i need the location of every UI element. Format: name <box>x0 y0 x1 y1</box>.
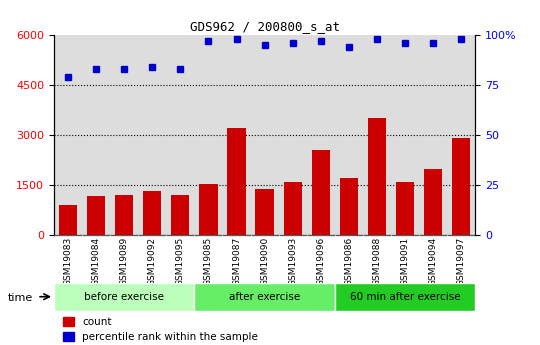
Title: GDS962 / 200800_s_at: GDS962 / 200800_s_at <box>190 20 340 33</box>
Text: GSM19095: GSM19095 <box>176 237 185 286</box>
Text: GSM19083: GSM19083 <box>64 237 72 286</box>
Text: GSM19090: GSM19090 <box>260 237 269 286</box>
Text: GSM19086: GSM19086 <box>345 237 353 286</box>
Bar <box>452 138 470 235</box>
Text: GSM19088: GSM19088 <box>373 237 381 286</box>
Bar <box>143 190 161 235</box>
Text: GSM19091: GSM19091 <box>401 237 409 286</box>
Text: GSM19084: GSM19084 <box>92 237 100 286</box>
Text: GSM19093: GSM19093 <box>288 237 297 286</box>
Bar <box>171 195 190 235</box>
Bar <box>115 195 133 235</box>
Bar <box>284 181 302 235</box>
FancyBboxPatch shape <box>335 283 475 310</box>
Text: GSM19085: GSM19085 <box>204 237 213 286</box>
Bar <box>312 150 330 235</box>
Bar <box>340 178 358 235</box>
Text: before exercise: before exercise <box>84 292 164 302</box>
Bar <box>424 169 442 235</box>
Bar <box>87 196 105 235</box>
Bar <box>227 128 246 235</box>
Text: time: time <box>8 294 33 303</box>
Text: GSM19094: GSM19094 <box>429 237 437 286</box>
Bar <box>255 189 274 235</box>
Bar <box>368 118 386 235</box>
Bar <box>396 182 414 235</box>
FancyBboxPatch shape <box>54 283 194 310</box>
Bar <box>199 184 218 235</box>
Text: GSM19089: GSM19089 <box>120 237 129 286</box>
Text: GSM19087: GSM19087 <box>232 237 241 286</box>
FancyBboxPatch shape <box>194 283 335 310</box>
Legend: count, percentile rank within the sample: count, percentile rank within the sample <box>59 313 262 345</box>
Text: 60 min after exercise: 60 min after exercise <box>350 292 460 302</box>
Text: after exercise: after exercise <box>229 292 300 302</box>
Bar <box>59 205 77 235</box>
Text: GSM19096: GSM19096 <box>316 237 325 286</box>
Text: GSM19092: GSM19092 <box>148 237 157 286</box>
Text: GSM19097: GSM19097 <box>457 237 465 286</box>
